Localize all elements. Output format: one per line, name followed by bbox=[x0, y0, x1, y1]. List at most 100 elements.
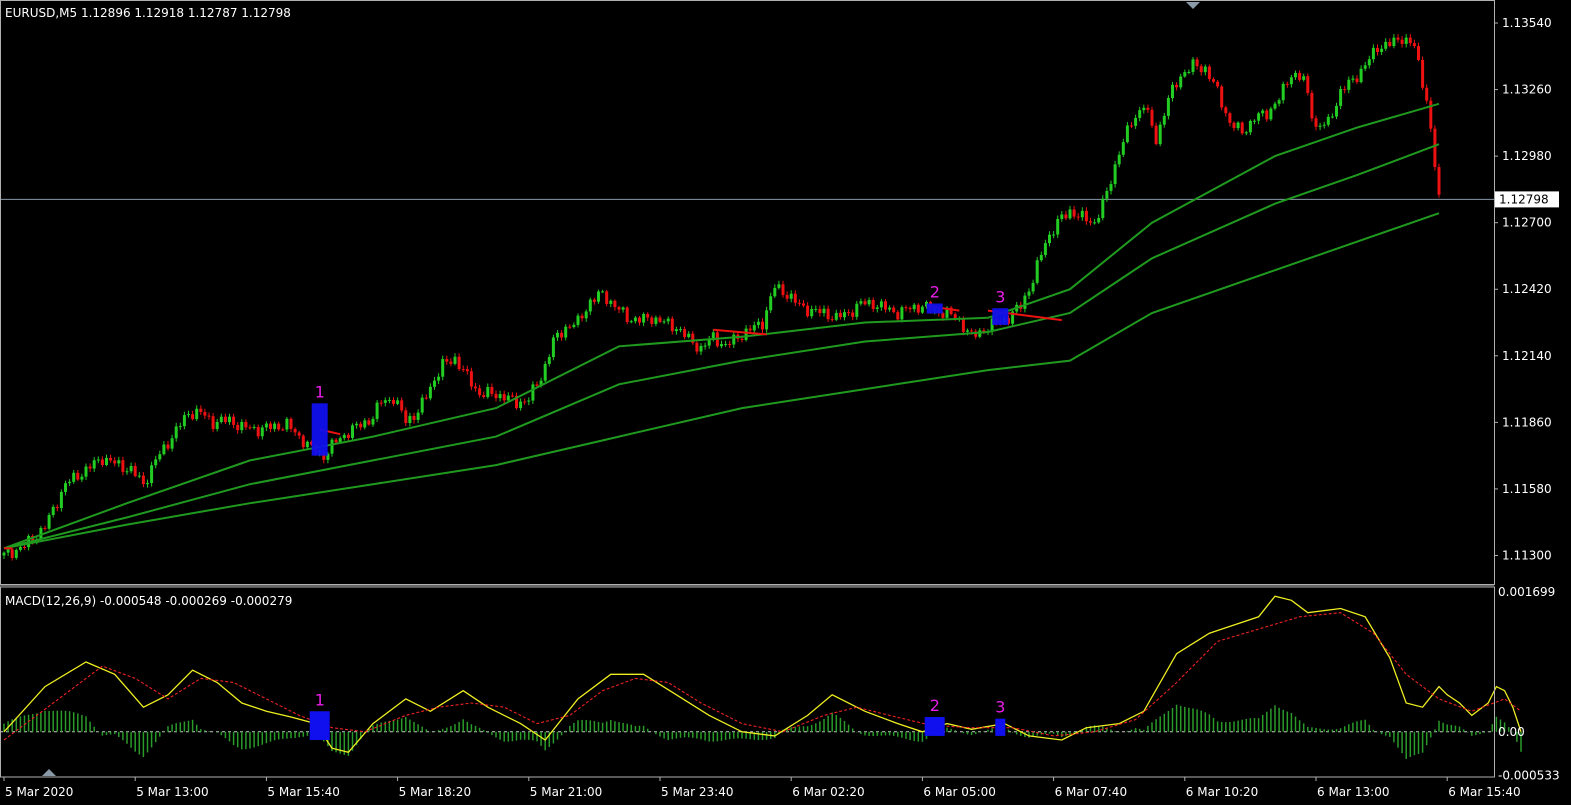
candle-body[interactable] bbox=[699, 346, 703, 352]
candle-body[interactable] bbox=[305, 441, 309, 448]
candle-body[interactable] bbox=[162, 444, 166, 455]
candle-body[interactable] bbox=[281, 429, 285, 431]
candle-body[interactable] bbox=[1289, 77, 1293, 85]
candle-body[interactable] bbox=[695, 342, 699, 352]
candle-body[interactable] bbox=[633, 317, 637, 322]
candle-body[interactable] bbox=[1150, 109, 1154, 126]
candle-body[interactable] bbox=[92, 460, 96, 469]
candle-body[interactable] bbox=[953, 314, 957, 319]
candle-body[interactable] bbox=[974, 331, 978, 337]
candle-body[interactable] bbox=[580, 315, 584, 319]
candle-body[interactable] bbox=[949, 307, 953, 315]
candle-body[interactable] bbox=[1359, 68, 1363, 83]
candle-body[interactable] bbox=[941, 313, 945, 318]
candle-body[interactable] bbox=[1417, 46, 1420, 60]
candle-body[interactable] bbox=[597, 291, 600, 302]
candle-body[interactable] bbox=[1298, 72, 1302, 80]
candle-body[interactable] bbox=[23, 547, 26, 549]
candle-body[interactable] bbox=[908, 307, 912, 310]
candle-body[interactable] bbox=[588, 299, 592, 312]
candle-body[interactable] bbox=[871, 299, 875, 309]
candle-body[interactable] bbox=[568, 326, 572, 328]
price-pane[interactable]: 1 2 3 bbox=[0, 34, 1494, 561]
candle-body[interactable] bbox=[1105, 190, 1109, 199]
candle-body[interactable] bbox=[228, 416, 231, 423]
candle-body[interactable] bbox=[875, 307, 879, 309]
candle-body[interactable] bbox=[1392, 37, 1396, 46]
candle-body[interactable] bbox=[1240, 122, 1244, 134]
candle-body[interactable] bbox=[150, 465, 154, 484]
candle-body[interactable] bbox=[297, 432, 301, 436]
candle-body[interactable] bbox=[1084, 210, 1088, 222]
candle-body[interactable] bbox=[338, 438, 342, 443]
candle-body[interactable] bbox=[638, 317, 641, 323]
candle-body[interactable] bbox=[486, 387, 490, 397]
candle-body[interactable] bbox=[502, 394, 506, 401]
candle-body[interactable] bbox=[515, 395, 518, 409]
candle-body[interactable] bbox=[100, 459, 104, 465]
candle-body[interactable] bbox=[1043, 243, 1047, 255]
candle-body[interactable] bbox=[457, 356, 461, 370]
candle-body[interactable] bbox=[1035, 260, 1039, 283]
candle-body[interactable] bbox=[1101, 198, 1105, 219]
candle-body[interactable] bbox=[433, 380, 436, 387]
candle-body[interactable] bbox=[178, 426, 182, 428]
candle-body[interactable] bbox=[482, 395, 486, 397]
candle-body[interactable] bbox=[1138, 110, 1142, 118]
candle-body[interactable] bbox=[732, 334, 736, 345]
candle-body[interactable] bbox=[1142, 107, 1146, 111]
candle-body[interactable] bbox=[1072, 209, 1076, 217]
candle-body[interactable] bbox=[1117, 154, 1121, 165]
candle-body[interactable] bbox=[236, 424, 240, 431]
candle-body[interactable] bbox=[1269, 108, 1273, 120]
candle-body[interactable] bbox=[133, 466, 137, 477]
candle-body[interactable] bbox=[1437, 167, 1441, 195]
candle-body[interactable] bbox=[84, 466, 88, 477]
candle-body[interactable] bbox=[453, 356, 457, 364]
candle-body[interactable] bbox=[843, 312, 846, 318]
candle-body[interactable] bbox=[867, 299, 871, 305]
candle-body[interactable] bbox=[1429, 100, 1433, 129]
candle-body[interactable] bbox=[121, 460, 125, 472]
candle-body[interactable] bbox=[51, 506, 55, 515]
candle-body[interactable] bbox=[445, 359, 449, 362]
candle-body[interactable] bbox=[1347, 79, 1351, 90]
candle-body[interactable] bbox=[244, 421, 248, 428]
candle-body[interactable] bbox=[1425, 87, 1429, 101]
candle-body[interactable] bbox=[1064, 214, 1068, 219]
candle-body[interactable] bbox=[1277, 100, 1281, 104]
candle-body[interactable] bbox=[761, 321, 764, 330]
candle-body[interactable] bbox=[342, 434, 346, 439]
candle-body[interactable] bbox=[1273, 103, 1277, 109]
candle-body[interactable] bbox=[1060, 214, 1064, 219]
candle-body[interactable] bbox=[1433, 128, 1437, 168]
candle-body[interactable] bbox=[826, 308, 830, 320]
candle-body[interactable] bbox=[1318, 125, 1322, 127]
candle-body[interactable] bbox=[703, 345, 707, 347]
candle-body[interactable] bbox=[756, 321, 760, 326]
candle-body[interactable] bbox=[613, 300, 617, 308]
candle-body[interactable] bbox=[724, 343, 728, 345]
candle-body[interactable] bbox=[396, 400, 400, 404]
candle-body[interactable] bbox=[609, 300, 613, 304]
candle-body[interactable] bbox=[838, 312, 842, 318]
candle-body[interactable] bbox=[769, 296, 773, 311]
candle-body[interactable] bbox=[834, 312, 838, 320]
candle-body[interactable] bbox=[654, 317, 658, 324]
candle-body[interactable] bbox=[773, 287, 777, 297]
candle-body[interactable] bbox=[765, 310, 769, 330]
candle-body[interactable] bbox=[383, 400, 387, 403]
candle-body[interactable] bbox=[80, 476, 84, 480]
candle-body[interactable] bbox=[592, 299, 596, 302]
candle-body[interactable] bbox=[1244, 132, 1248, 134]
candle-body[interactable] bbox=[535, 384, 539, 386]
candle-body[interactable] bbox=[683, 329, 687, 338]
candle-body[interactable] bbox=[658, 317, 662, 322]
candle-body[interactable] bbox=[1326, 116, 1330, 125]
candle-body[interactable] bbox=[1400, 39, 1404, 44]
candle-body[interactable] bbox=[1166, 98, 1170, 116]
candle-body[interactable] bbox=[301, 435, 305, 448]
candle-body[interactable] bbox=[1265, 110, 1269, 120]
candle-body[interactable] bbox=[1125, 125, 1129, 143]
candle-body[interactable] bbox=[847, 312, 851, 314]
